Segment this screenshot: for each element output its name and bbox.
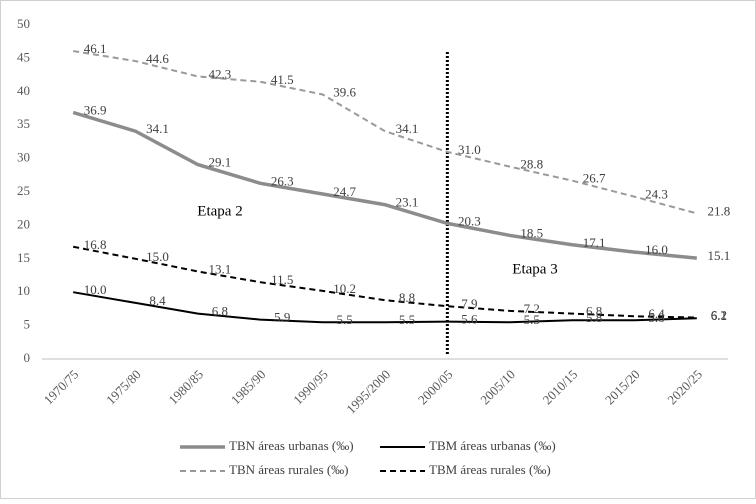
legend-label: TBM áreas rurales (‰) — [429, 462, 551, 477]
data-label: 5.5 — [337, 312, 353, 327]
data-label: 21.8 — [707, 203, 730, 218]
series-line — [72, 110, 697, 260]
y-tick-label: 15 — [17, 250, 30, 265]
annotation: Etapa 3 — [512, 261, 557, 277]
data-label: 24.3 — [645, 187, 668, 202]
data-label: 11.5 — [271, 272, 293, 287]
y-tick-label: 35 — [17, 116, 30, 131]
y-tick-label: 30 — [17, 150, 30, 165]
data-label: 5.9 — [274, 310, 290, 325]
data-label: 41.5 — [271, 72, 294, 87]
data-label: 28.8 — [520, 157, 543, 172]
data-label: 5.5 — [399, 312, 415, 327]
data-label: 44.6 — [146, 51, 169, 66]
data-label: 6.8 — [212, 304, 228, 319]
data-label: 5.8 — [648, 310, 664, 325]
data-label: 16.0 — [645, 242, 668, 257]
data-label: 6.2 — [711, 308, 727, 323]
series-line — [72, 245, 697, 319]
data-label: 42.3 — [209, 66, 232, 81]
data-label: 5.5 — [524, 312, 540, 327]
data-label: 26.7 — [583, 171, 606, 186]
legend-label: TBN áreas urbanas (‰) — [229, 438, 354, 453]
series-line — [73, 50, 698, 215]
data-label: 29.1 — [209, 155, 232, 170]
data-label: 6.8 — [586, 304, 602, 319]
data-label: 39.6 — [333, 84, 356, 99]
y-tick-label: 25 — [17, 183, 30, 198]
y-tick-label: 20 — [17, 216, 30, 231]
data-label: 18.5 — [520, 225, 543, 240]
y-tick-label: 45 — [17, 49, 30, 64]
y-tick-label: 10 — [17, 283, 30, 298]
y-tick-label: 0 — [24, 350, 31, 365]
data-label: 34.1 — [396, 121, 419, 136]
data-label: 15.1 — [707, 248, 730, 263]
data-label: 34.1 — [146, 121, 169, 136]
y-tick-label: 5 — [24, 317, 31, 332]
data-label: 6.4 — [648, 306, 665, 321]
data-label: 13.1 — [209, 261, 232, 276]
data-label: 36.9 — [84, 102, 107, 117]
legend-label: TBN áreas rurales (‰) — [229, 462, 348, 477]
data-label: 15.0 — [146, 249, 169, 264]
data-label: 23.1 — [396, 195, 419, 210]
data-label: 20.3 — [458, 213, 481, 228]
data-label: 7.2 — [524, 301, 540, 316]
y-tick-label: 40 — [17, 83, 30, 98]
data-label: 8.4 — [149, 293, 166, 308]
data-label: 16.8 — [84, 237, 107, 252]
data-label: 24.7 — [333, 184, 356, 199]
data-label: 5.6 — [461, 312, 478, 327]
data-label: 8.8 — [399, 290, 415, 305]
data-label: 7.9 — [461, 296, 477, 311]
legend-label: TBM áreas urbanas (‰) — [429, 438, 556, 453]
annotation: Etapa 2 — [197, 203, 242, 219]
data-label: 17.1 — [583, 235, 606, 250]
data-label: 10.2 — [333, 281, 356, 296]
data-label: 46.1 — [84, 41, 107, 56]
series-line — [73, 291, 697, 324]
y-tick-label: 50 — [17, 16, 30, 31]
data-label: 6.1 — [711, 308, 727, 323]
data-label: 26.3 — [271, 173, 294, 188]
data-label: 31.0 — [458, 142, 481, 157]
data-label: 10.0 — [84, 282, 107, 297]
